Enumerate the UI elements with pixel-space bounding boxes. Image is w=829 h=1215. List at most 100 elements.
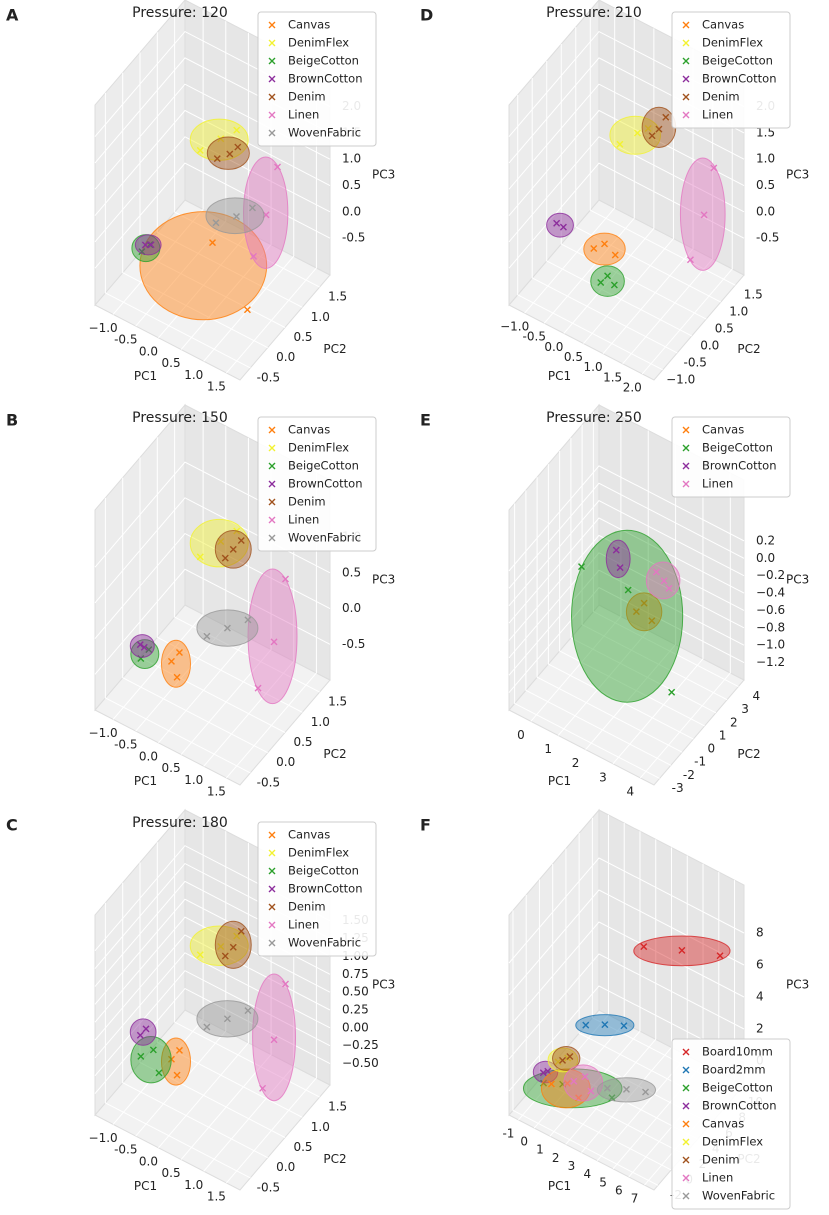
z-grid-line	[94, 970, 331, 1077]
legend-label: DenimFlex	[702, 1135, 763, 1149]
z-grid-line	[94, 934, 331, 1041]
x-tick-label: 3	[568, 1159, 576, 1173]
y-tick-label: 4	[753, 689, 761, 703]
cluster-ellipse	[563, 1064, 604, 1102]
panel: −1.0-0.50.00.51.01.5-0.50.00.51.01.5-0.5…	[6, 403, 395, 798]
y-tick-label: -1	[694, 755, 706, 769]
y-grid-line	[174, 12, 320, 288]
legend-marker	[268, 21, 276, 29]
y-tick-label: -0.5	[257, 370, 280, 384]
legend-marker	[682, 1174, 690, 1182]
data-point	[678, 946, 686, 954]
y-grid-line	[174, 417, 320, 693]
x-grid-line	[112, 819, 204, 1125]
data-point	[270, 1036, 278, 1044]
z-tick-label: 0.5	[756, 178, 775, 192]
data-point	[237, 927, 245, 935]
z-tick-label: 1.0	[342, 152, 361, 166]
y-axis-label: PC2	[323, 1152, 346, 1166]
data-point	[640, 599, 648, 607]
y-grid-line	[560, 44, 707, 320]
data-point	[137, 1052, 145, 1060]
data-point	[612, 546, 620, 554]
legend-marker	[268, 903, 276, 911]
data-point	[136, 641, 144, 649]
x-grid-line	[543, 18, 635, 324]
y-grid-line	[536, 477, 683, 753]
z-tick-label: 0.50	[342, 985, 369, 999]
legend-marker	[268, 867, 276, 875]
y-tick-label: 1.5	[328, 1100, 347, 1114]
legend-marker	[682, 1120, 690, 1128]
legend-label: DenimFlex	[288, 441, 349, 455]
x-tick-label: −1.0	[500, 320, 529, 334]
x-tick-label: 0	[520, 1135, 528, 1149]
x-tick-label: -0.5	[114, 1143, 137, 1157]
y-grid-line	[139, 862, 286, 1138]
legend-box	[671, 416, 791, 498]
data-point	[196, 553, 204, 561]
y-tick-label: 1.5	[328, 290, 347, 304]
legend-label: WovenFabric	[288, 936, 361, 950]
data-point	[700, 211, 708, 219]
y-grid-line	[512, 910, 659, 1186]
x-tick-label: 4	[627, 784, 635, 798]
legend-marker	[682, 1048, 690, 1056]
y-axis-label: PC2	[323, 747, 346, 761]
data-point	[217, 135, 225, 143]
z-tick-label: 8	[756, 926, 764, 940]
data-point	[217, 538, 225, 546]
chart-title: Pressure: 120	[132, 5, 228, 21]
data-point	[138, 248, 146, 256]
data-point	[640, 943, 648, 951]
legend-box	[257, 821, 377, 957]
x-tick-label: 0	[517, 728, 525, 742]
z-tick-label: 4	[756, 990, 764, 1004]
legend-marker	[682, 1156, 690, 1164]
y-tick-label: 0	[708, 742, 716, 756]
z-tick-label: −0.2	[756, 568, 785, 582]
z-grid-line	[508, 517, 745, 624]
data-point	[616, 140, 624, 148]
y-tick-label: 1.0	[311, 1120, 330, 1134]
x-tick-label: -0.5	[114, 333, 137, 347]
x-tick-label: 2.0	[623, 380, 642, 394]
data-point	[559, 1056, 567, 1064]
legend-marker	[682, 75, 690, 83]
legend-label: BrownCotton	[702, 459, 777, 473]
data-point	[604, 272, 612, 280]
x-tick-label: 0.5	[564, 350, 583, 364]
data-point	[173, 1071, 181, 1079]
z-tick-label: -0.5	[756, 231, 779, 245]
y-tick-label: 0.5	[293, 735, 312, 749]
y-tick-label: -0.5	[257, 1180, 280, 1194]
legend-label: Board10mm	[702, 1045, 773, 1059]
x-tick-label: -0.5	[114, 738, 137, 752]
x-grid-line	[612, 458, 704, 765]
legend-label: WovenFabric	[288, 531, 361, 545]
legend-label: Canvas	[702, 423, 744, 437]
y-grid-line	[122, 477, 268, 754]
legend-label: BeigeCotton	[702, 441, 773, 455]
data-point	[590, 244, 598, 252]
z-grid-line	[94, 162, 331, 269]
y-grid-line	[104, 92, 251, 369]
legend-marker	[268, 57, 276, 65]
x-axis-label: PC1	[134, 1179, 157, 1193]
z-tick-label: 2	[756, 1022, 764, 1036]
legend-label: BrownCotton	[288, 72, 363, 86]
z-grid-line	[508, 552, 745, 659]
cluster-ellipse	[590, 265, 625, 297]
y-grid-line	[122, 72, 268, 349]
panel-letter: D	[420, 6, 433, 25]
x-grid-line	[112, 9, 204, 315]
legend-label: BeigeCotton	[288, 54, 359, 68]
z-grid-line	[94, 952, 331, 1059]
legend-marker	[268, 480, 276, 488]
y-grid-line	[156, 437, 303, 713]
data-point	[633, 129, 641, 137]
data-point	[559, 223, 567, 231]
x-tick-label: 0.5	[162, 356, 181, 370]
data-point	[547, 1080, 555, 1088]
